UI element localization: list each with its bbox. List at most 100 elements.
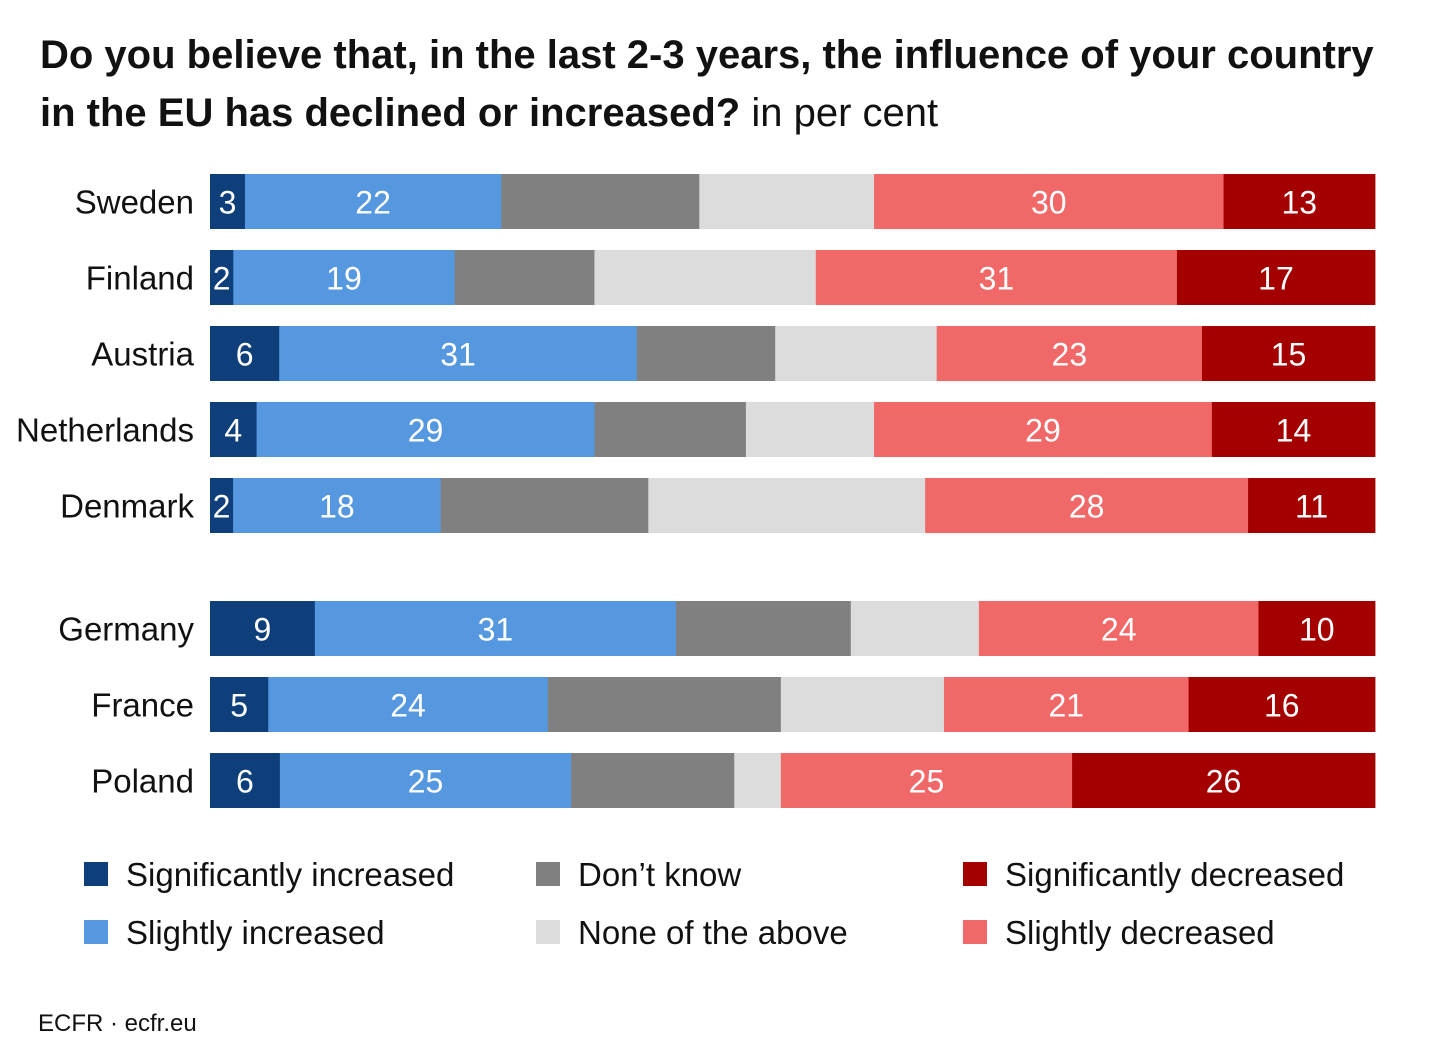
bar-germany-significantly-decreased <box>1258 601 1376 656</box>
data-label-denmark-significantly-decreased: 11 <box>1295 489 1328 525</box>
data-label-finland-significantly-decreased: 17 <box>1258 261 1294 297</box>
data-label-germany-slightly-decreased: 24 <box>1101 612 1137 648</box>
source-credit: ECFR · ecfr.eu <box>38 1010 197 1037</box>
category-label-poland: Poland <box>91 763 194 800</box>
category-label-france: France <box>91 687 194 724</box>
bar-denmark-none-of-the-above <box>648 478 926 533</box>
bar-germany-none-of-the-above <box>850 601 980 656</box>
bar-denmark-significantly-decreased <box>1248 478 1376 533</box>
data-label-finland-slightly-decreased: 31 <box>979 261 1015 297</box>
bar-france-slightly-decreased <box>943 677 1189 732</box>
legend-swatch-significantly-decreased <box>963 862 987 886</box>
bar-netherlands-none-of-the-above <box>745 402 875 457</box>
bar-sweden-significantly-increased <box>210 174 246 229</box>
bar-austria-none-of-the-above <box>775 326 938 381</box>
data-label-sweden-significantly-decreased: 13 <box>1281 185 1317 221</box>
bar-austria-don-t-know <box>636 326 776 381</box>
data-label-sweden-significantly-increased: 3 <box>219 185 237 221</box>
data-label-sweden-slightly-increased: 22 <box>355 185 391 221</box>
bar-denmark-slightly-decreased <box>925 478 1249 533</box>
legend-label-significantly-increased: Significantly increased <box>126 856 454 893</box>
bar-austria-significantly-decreased <box>1201 326 1376 381</box>
bar-sweden-none-of-the-above <box>699 174 875 229</box>
data-label-denmark-significantly-increased: 2 <box>213 489 231 525</box>
legend-swatch-none-of-the-above <box>536 920 560 944</box>
data-label-germany-significantly-decreased: 10 <box>1299 612 1335 648</box>
bar-netherlands-don-t-know <box>594 402 747 457</box>
bar-france-don-t-know <box>547 677 782 732</box>
legend-label-none-of-the-above: None of the above <box>578 914 848 951</box>
data-label-poland-significantly-increased: 6 <box>236 764 254 800</box>
bar-poland-none-of-the-above <box>734 753 782 808</box>
data-label-austria-significantly-decreased: 15 <box>1271 337 1307 373</box>
bar-france-slightly-increased <box>268 677 549 732</box>
bar-netherlands-slightly-decreased <box>874 402 1213 457</box>
bar-poland-significantly-decreased <box>1072 753 1376 808</box>
bar-germany-slightly-decreased <box>978 601 1259 656</box>
legend-swatch-don-t-know <box>536 862 560 886</box>
bar-finland-none-of-the-above <box>594 250 817 305</box>
data-label-finland-slightly-increased: 19 <box>326 261 362 297</box>
bar-netherlands-slightly-increased <box>256 402 595 457</box>
legend-label-don-t-know: Don’t know <box>578 856 741 893</box>
legend-label-slightly-increased: Slightly increased <box>126 914 385 951</box>
data-label-poland-slightly-decreased: 25 <box>909 764 945 800</box>
data-label-germany-significantly-increased: 9 <box>254 612 272 648</box>
data-label-austria-significantly-increased: 6 <box>236 337 254 373</box>
chart-title: Do you believe that, in the last 2-3 yea… <box>40 26 1420 142</box>
category-label-denmark: Denmark <box>60 488 194 525</box>
bar-austria-slightly-decreased <box>936 326 1203 381</box>
chart-title-question: Do you believe that, in the last 2-3 yea… <box>40 33 1374 135</box>
category-label-germany: Germany <box>58 611 194 648</box>
bar-poland-slightly-decreased <box>780 753 1073 808</box>
category-label-finland: Finland <box>86 260 194 297</box>
data-label-poland-slightly-increased: 25 <box>408 764 444 800</box>
category-label-austria: Austria <box>91 336 194 373</box>
bar-france-significantly-decreased <box>1188 677 1376 732</box>
category-label-sweden: Sweden <box>75 184 194 221</box>
bar-finland-significantly-decreased <box>1176 250 1376 305</box>
bar-austria-slightly-increased <box>279 326 638 381</box>
bar-poland-significantly-increased <box>210 753 281 808</box>
bar-finland-slightly-decreased <box>815 250 1178 305</box>
data-label-france-slightly-decreased: 21 <box>1048 688 1084 724</box>
legend-swatch-slightly-increased <box>84 920 108 944</box>
data-label-denmark-slightly-decreased: 28 <box>1069 489 1105 525</box>
data-label-denmark-slightly-increased: 18 <box>319 489 355 525</box>
bar-sweden-slightly-increased <box>244 174 502 229</box>
bar-sweden-don-t-know <box>501 174 700 229</box>
bar-germany-slightly-increased <box>314 601 677 656</box>
bar-germany-significantly-increased <box>210 601 316 656</box>
bar-denmark-significantly-increased <box>210 478 234 533</box>
bar-finland-significantly-increased <box>210 250 234 305</box>
data-label-austria-slightly-decreased: 23 <box>1052 337 1088 373</box>
bar-france-none-of-the-above <box>780 677 945 732</box>
bar-netherlands-significantly-decreased <box>1211 402 1376 457</box>
data-label-netherlands-slightly-increased: 29 <box>408 413 444 449</box>
bar-france-significantly-increased <box>210 677 269 732</box>
bar-austria-significantly-increased <box>210 326 280 381</box>
data-label-poland-significantly-decreased: 26 <box>1206 764 1242 800</box>
data-label-france-slightly-increased: 24 <box>390 688 426 724</box>
legend-swatch-significantly-increased <box>84 862 108 886</box>
legend-label-significantly-decreased: Significantly decreased <box>1005 856 1344 893</box>
bar-poland-slightly-increased <box>279 753 572 808</box>
legend-swatch-slightly-decreased <box>963 920 987 944</box>
data-label-france-significantly-decreased: 16 <box>1264 688 1300 724</box>
bar-denmark-don-t-know <box>440 478 649 533</box>
bar-germany-don-t-know <box>676 601 852 656</box>
data-label-netherlands-slightly-decreased: 29 <box>1025 413 1061 449</box>
data-label-netherlands-significantly-decreased: 14 <box>1276 413 1312 449</box>
data-label-france-significantly-increased: 5 <box>230 688 248 724</box>
bar-poland-don-t-know <box>571 753 735 808</box>
data-label-austria-slightly-increased: 31 <box>440 337 476 373</box>
bar-finland-slightly-increased <box>233 250 456 305</box>
data-label-finland-significantly-increased: 2 <box>213 261 231 297</box>
chart-unit-label: in per cent <box>751 91 939 135</box>
bar-denmark-slightly-increased <box>233 478 442 533</box>
bar-netherlands-significantly-increased <box>210 402 257 457</box>
data-label-sweden-slightly-decreased: 30 <box>1031 185 1067 221</box>
legend-label-slightly-decreased: Slightly decreased <box>1005 914 1275 951</box>
bar-sweden-significantly-decreased <box>1223 174 1376 229</box>
